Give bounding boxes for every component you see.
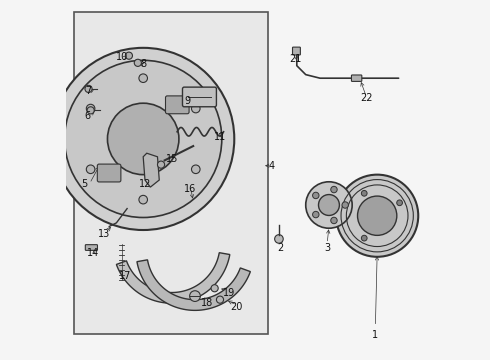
Circle shape <box>86 165 95 174</box>
Circle shape <box>397 200 402 206</box>
Circle shape <box>331 217 337 224</box>
Text: 4: 4 <box>269 161 275 171</box>
Text: 1: 1 <box>372 330 378 341</box>
Circle shape <box>192 104 200 113</box>
Circle shape <box>85 85 92 93</box>
Circle shape <box>52 48 234 230</box>
Text: 6: 6 <box>85 111 91 121</box>
Text: 7: 7 <box>85 86 91 96</box>
Circle shape <box>139 74 147 82</box>
Text: 8: 8 <box>140 59 146 69</box>
Text: 20: 20 <box>230 302 242 312</box>
Text: 15: 15 <box>166 154 178 163</box>
Polygon shape <box>143 153 159 187</box>
Text: 18: 18 <box>201 298 214 308</box>
Polygon shape <box>137 260 250 310</box>
Circle shape <box>211 285 218 292</box>
Circle shape <box>361 235 367 241</box>
Circle shape <box>358 196 397 235</box>
Text: 3: 3 <box>324 243 330 253</box>
Circle shape <box>313 192 319 199</box>
FancyBboxPatch shape <box>85 245 98 250</box>
Text: 2: 2 <box>278 243 284 253</box>
Circle shape <box>157 161 165 168</box>
Text: 16: 16 <box>184 184 196 194</box>
Circle shape <box>336 175 418 257</box>
Circle shape <box>134 59 142 66</box>
Circle shape <box>190 291 200 301</box>
Text: 9: 9 <box>185 96 191 107</box>
FancyBboxPatch shape <box>74 12 268 334</box>
FancyBboxPatch shape <box>98 164 121 182</box>
Circle shape <box>125 52 132 59</box>
FancyBboxPatch shape <box>293 47 300 55</box>
Text: 21: 21 <box>289 54 301 64</box>
Circle shape <box>217 296 223 303</box>
Polygon shape <box>117 253 230 303</box>
FancyBboxPatch shape <box>166 96 189 114</box>
Circle shape <box>87 107 94 114</box>
Circle shape <box>361 190 367 196</box>
Text: 22: 22 <box>360 93 373 103</box>
Circle shape <box>318 194 340 215</box>
FancyBboxPatch shape <box>351 75 362 81</box>
Circle shape <box>107 103 179 175</box>
Text: 5: 5 <box>81 179 87 189</box>
Circle shape <box>331 186 337 193</box>
Text: 19: 19 <box>223 288 235 297</box>
FancyBboxPatch shape <box>182 87 217 107</box>
Text: 11: 11 <box>214 132 226 142</box>
Circle shape <box>342 202 348 208</box>
Circle shape <box>306 182 352 228</box>
Circle shape <box>192 165 200 174</box>
Circle shape <box>275 235 283 243</box>
Text: 17: 17 <box>119 271 131 282</box>
Circle shape <box>86 104 95 113</box>
Text: 12: 12 <box>139 179 151 189</box>
Circle shape <box>139 195 147 204</box>
Circle shape <box>313 211 319 218</box>
Text: 10: 10 <box>116 52 128 62</box>
Text: 13: 13 <box>98 229 110 239</box>
Circle shape <box>65 60 222 217</box>
Text: 14: 14 <box>87 248 99 258</box>
